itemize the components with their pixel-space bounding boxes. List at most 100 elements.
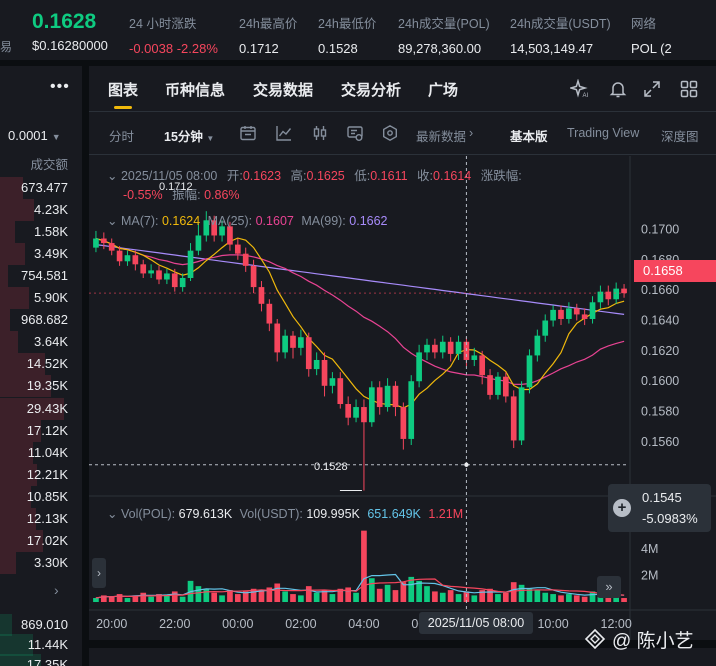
- ask-row-amount[interactable]: 673.477: [21, 180, 68, 195]
- ma7-label: MA(7):: [120, 214, 159, 228]
- volume-bar-up: [219, 595, 225, 602]
- ask-row-amount[interactable]: 4.23K: [34, 202, 68, 218]
- ask-row-amount[interactable]: 1.58K: [34, 224, 68, 240]
- tab-coin-info[interactable]: 币种信息: [165, 82, 226, 99]
- ask-row-amount[interactable]: 5.90K: [34, 290, 68, 306]
- volume-bar-down: [621, 598, 627, 602]
- chevron-down-icon[interactable]: ⌄: [107, 507, 118, 521]
- bid-row-amount[interactable]: 869.010: [21, 617, 68, 632]
- volume-bar-down: [479, 590, 486, 602]
- candle-body-up: [424, 344, 430, 353]
- candle-body-down: [242, 253, 249, 266]
- crosshair-price-box[interactable]: + 0.1545 -5.0983%: [608, 484, 711, 532]
- vol-pol-label: Vol(POL):: [120, 507, 176, 521]
- chart-area[interactable]: 0.17000.16800.16600.16400.16200.16000.15…: [89, 156, 716, 640]
- ask-depth-bar: [0, 221, 15, 244]
- scroll-left-icon[interactable]: ›: [92, 558, 106, 588]
- scroll-to-latest-icon[interactable]: »: [597, 576, 621, 598]
- ask-depth-bar: [0, 485, 32, 508]
- volume-legend: ⌄ Vol(POL): 679.613K Vol(USDT): 109.995K…: [107, 506, 463, 521]
- hexagon-icon[interactable]: [381, 124, 399, 142]
- ask-row-amount[interactable]: 968.682: [21, 312, 68, 328]
- ask-row-amount[interactable]: 3.30K: [34, 554, 68, 570]
- volume-bar-down: [558, 595, 564, 602]
- interval-timeshare[interactable]: 分时: [109, 130, 135, 144]
- candle-body-up: [384, 385, 391, 408]
- price-axis-tick: 0.1640: [641, 314, 679, 328]
- latest-data-button[interactable]: 最新数据: [416, 130, 467, 144]
- candle-body-up: [566, 308, 572, 319]
- tab-square[interactable]: 广场: [428, 82, 459, 99]
- ask-row-amount[interactable]: 11.04K: [27, 444, 68, 460]
- bid-row-amount[interactable]: 11.44K: [27, 637, 68, 652]
- chevron-down-icon[interactable]: ⌄: [107, 169, 118, 183]
- candle-body-up: [439, 341, 446, 353]
- candle-body-down: [227, 226, 233, 245]
- candle-body-down: [116, 250, 123, 262]
- view-depth-chart[interactable]: 深度图: [661, 130, 699, 144]
- candle-body-up: [518, 387, 525, 441]
- expand-icon[interactable]: [642, 79, 662, 99]
- line-chart-icon[interactable]: [275, 124, 293, 142]
- chevron-down-icon[interactable]: ⌄: [107, 214, 118, 228]
- ask-row-amount[interactable]: 17.12K: [26, 422, 68, 438]
- chevron-right-icon[interactable]: ›: [54, 582, 59, 598]
- low-label: 低:: [354, 169, 371, 183]
- candlestick-chart[interactable]: 0.17000.16800.16600.16400.16200.16000.15…: [89, 156, 716, 640]
- ask-row-amount[interactable]: 3.49K: [34, 246, 68, 262]
- ask-row-amount[interactable]: 17.02K: [26, 532, 68, 548]
- volume-bar-down: [487, 588, 493, 602]
- ask-row-amount[interactable]: 10.85K: [26, 488, 68, 504]
- ask-row-amount[interactable]: 19.35K: [26, 378, 68, 394]
- ticker-edge-text: 易: [0, 40, 13, 54]
- ask-row-amount[interactable]: 12.21K: [26, 466, 68, 482]
- ask-row-amount[interactable]: 3.64K: [34, 334, 68, 350]
- ma7-value: 0.1624: [161, 214, 201, 228]
- bid-depth-bar: [0, 634, 33, 656]
- candle-body-up: [471, 355, 478, 360]
- candle-body-down: [156, 270, 162, 280]
- watermark-text: @ 陈小艺: [612, 631, 694, 652]
- time-axis-tick: 12:00: [601, 617, 632, 631]
- candle-body-down: [211, 220, 218, 236]
- ask-row-amount[interactable]: 12.13K: [26, 510, 68, 526]
- change-value: -0.55%: [123, 188, 163, 202]
- tab-trading-analysis[interactable]: 交易分析: [341, 82, 402, 99]
- tab-chart[interactable]: 图表: [108, 79, 138, 109]
- add-order-icon[interactable]: +: [613, 499, 631, 517]
- chevron-down-icon: ▼: [51, 132, 61, 142]
- grid-layout-icon[interactable]: [679, 79, 699, 99]
- view-basic[interactable]: 基本版: [510, 130, 548, 144]
- candle-body-down: [558, 309, 564, 319]
- ask-row-amount[interactable]: 754.581: [21, 268, 68, 284]
- bell-icon[interactable]: [608, 79, 628, 99]
- volume-bar-up: [495, 594, 501, 602]
- chevron-right-icon[interactable]: ›: [469, 126, 474, 140]
- candle-body-down: [258, 287, 265, 304]
- view-tradingview[interactable]: Trading View: [567, 126, 640, 140]
- more-icon[interactable]: •••: [50, 78, 70, 95]
- candlestick-icon[interactable]: [311, 124, 329, 142]
- ask-depth-bar: [0, 265, 9, 288]
- indicator-calendar-icon[interactable]: [239, 124, 257, 142]
- ask-row-amount[interactable]: 14.52K: [26, 356, 68, 372]
- ask-depth-bar: [0, 507, 37, 530]
- volume-bar-up: [589, 591, 596, 602]
- stat-network[interactable]: 网络 POL (2: [631, 13, 716, 56]
- ask-row-amount[interactable]: 29.43K: [26, 400, 68, 416]
- volume-bar-down: [266, 587, 273, 602]
- interval-select[interactable]: 15分钟 ▼: [164, 126, 214, 145]
- stat-label: 24h最高价: [239, 17, 298, 31]
- tab-trading-data[interactable]: 交易数据: [253, 82, 314, 99]
- bid-row-amount[interactable]: 17.35K: [26, 657, 68, 666]
- settings-panel-icon[interactable]: [346, 124, 364, 142]
- candle-body-up: [313, 359, 320, 370]
- ask-depth-bar: [0, 441, 33, 464]
- precision-select[interactable]: 0.0001 ▼: [8, 128, 61, 143]
- panel-tabs: 图表 币种信息 交易数据 交易分析 广场 AI: [89, 66, 716, 112]
- ai-sparkle-icon[interactable]: AI: [570, 79, 590, 99]
- candle-body-down: [376, 387, 383, 408]
- candle-body-down: [447, 341, 454, 354]
- ask-depth-bar: [0, 529, 43, 552]
- volume-bar-down: [132, 595, 139, 602]
